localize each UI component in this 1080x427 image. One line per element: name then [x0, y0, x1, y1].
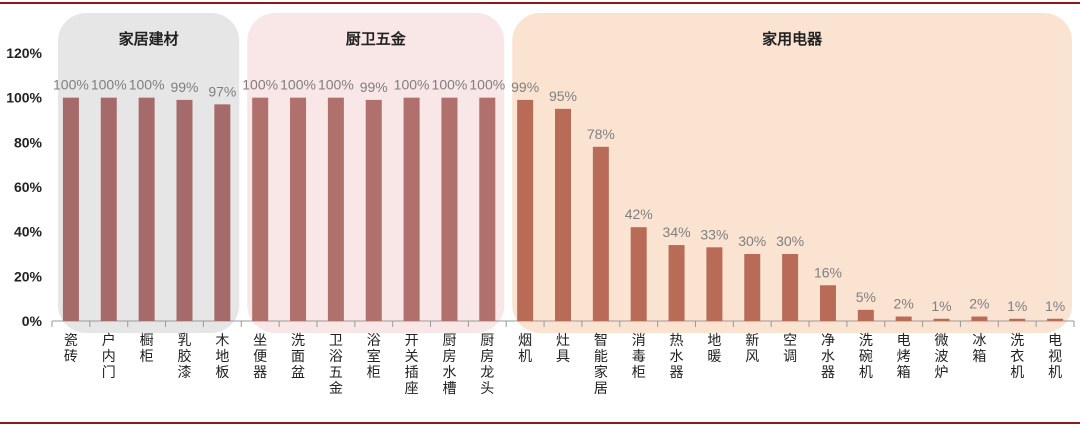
data-label: 99%: [360, 79, 388, 95]
bar: [138, 97, 155, 322]
data-label: 78%: [587, 126, 615, 142]
data-label: 2%: [894, 296, 914, 312]
category-label: 消毒柜: [632, 333, 646, 381]
category-label: 厨房龙头: [480, 333, 494, 397]
group-title-0: 家居建材: [119, 30, 179, 48]
category-label: 洗衣机: [1010, 333, 1024, 381]
data-label: 5%: [856, 289, 876, 305]
bar: [819, 285, 836, 321]
bar: [365, 99, 382, 322]
bar: [782, 254, 799, 321]
bar: [479, 97, 496, 322]
data-label: 1%: [931, 298, 951, 314]
bar: [668, 245, 685, 321]
data-label: 2%: [969, 296, 989, 312]
data-label: 33%: [700, 226, 728, 242]
data-label: 42%: [625, 206, 653, 222]
category-label: 厨房水槽: [442, 333, 456, 397]
data-label: 100%: [394, 77, 430, 93]
data-label: 100%: [318, 77, 354, 93]
bar: [1009, 318, 1026, 321]
data-label: 95%: [549, 88, 577, 104]
category-label: 浴室柜: [367, 333, 381, 381]
data-label: 100%: [432, 77, 468, 93]
data-label: 30%: [738, 233, 766, 249]
bar: [971, 316, 988, 321]
category-label: 乳胶漆: [177, 333, 191, 381]
bar: [895, 316, 912, 321]
bar: [62, 97, 79, 322]
bar: [706, 247, 723, 321]
category-label: 冰箱: [972, 333, 986, 365]
data-label: 100%: [242, 77, 278, 93]
category-label: 木地板: [215, 333, 229, 381]
category-label: 智能家居: [594, 333, 608, 397]
category-label: 微波炉: [935, 333, 949, 381]
category-label: 新风: [745, 333, 759, 365]
bar: [630, 227, 647, 321]
category-label: 洗碗机: [859, 333, 873, 381]
data-label: 97%: [208, 83, 236, 99]
bar: [252, 97, 269, 322]
bar: [403, 97, 420, 322]
category-label: 地暖: [707, 333, 721, 365]
y-tick-label: 20%: [14, 268, 43, 284]
bar: [290, 97, 307, 322]
y-tick-label: 100%: [6, 90, 42, 106]
category-label: 橱柜: [140, 333, 154, 365]
category-label: 户内门: [102, 332, 116, 381]
bar: [176, 99, 193, 322]
category-label: 电烤箱: [897, 333, 911, 381]
y-tick-label: 40%: [14, 224, 43, 240]
y-tick-label: 120%: [6, 45, 42, 61]
bar: [517, 99, 534, 322]
category-label: 坐便器: [253, 333, 267, 381]
category-label: 灶具: [556, 333, 570, 365]
data-label: 34%: [663, 224, 691, 240]
bar: [933, 318, 950, 321]
data-label: 100%: [129, 77, 165, 93]
data-label: 1%: [1007, 298, 1027, 314]
bar: [592, 146, 609, 321]
y-tick-label: 80%: [14, 134, 43, 150]
bar: [857, 309, 874, 321]
data-label: 100%: [280, 77, 316, 93]
bar: [441, 97, 458, 322]
data-label: 100%: [469, 77, 505, 93]
category-label: 卫浴五金: [329, 333, 343, 397]
y-tick-label: 60%: [14, 179, 43, 195]
data-label: 30%: [776, 233, 804, 249]
group-panel-2: [512, 13, 1072, 333]
data-label: 99%: [170, 79, 198, 95]
bar: [1047, 318, 1064, 321]
data-label: 1%: [1045, 298, 1065, 314]
bar: [214, 104, 231, 321]
data-label: 100%: [91, 77, 127, 93]
category-label: 电视机: [1048, 333, 1062, 381]
category-label: 瓷砖: [64, 333, 78, 365]
category-label: 开关插座: [405, 333, 419, 397]
bar: [100, 97, 117, 322]
category-label: 空调: [783, 333, 797, 365]
category-label: 烟机: [518, 333, 532, 365]
data-label: 16%: [814, 264, 842, 280]
y-tick-label: 0%: [22, 313, 43, 329]
group-title-2: 家用电器: [762, 30, 823, 48]
group-title-1: 厨卫五金: [346, 30, 407, 48]
bar: [555, 108, 571, 321]
category-label: 热水器: [670, 333, 684, 381]
data-label: 99%: [511, 79, 539, 95]
bar: [327, 97, 344, 322]
category-label: 洗面盆: [291, 333, 305, 381]
bar: [744, 254, 761, 321]
data-label: 100%: [53, 77, 89, 93]
category-label: 净水器: [821, 333, 835, 381]
